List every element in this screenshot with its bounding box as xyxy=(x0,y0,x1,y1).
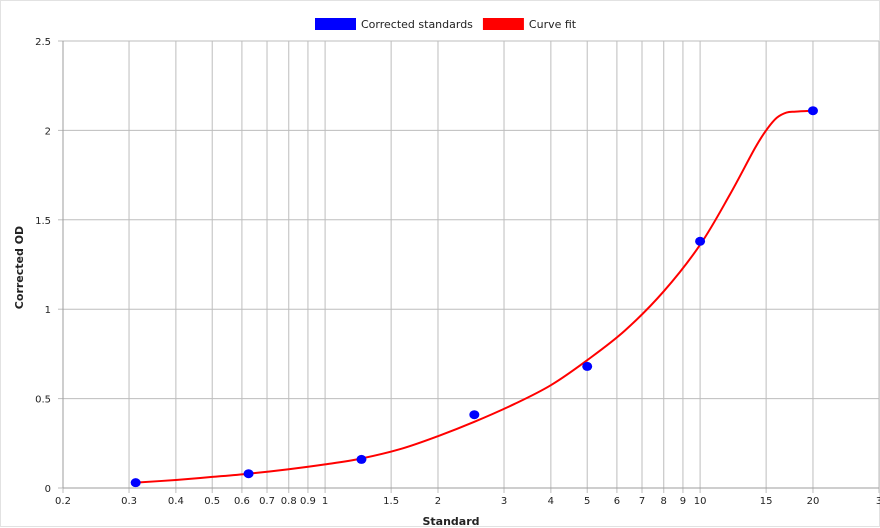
legend-swatch-corrected-standards[interactable] xyxy=(315,18,356,30)
y-tick-label: 0 xyxy=(45,484,51,495)
curve-fit-line xyxy=(135,109,814,484)
x-tick-label: 5 xyxy=(584,496,590,507)
y-tick-label: 2 xyxy=(45,126,51,137)
x-tick-label: 0.5 xyxy=(204,496,220,507)
x-tick-label: 4 xyxy=(548,496,554,507)
x-tick-label: 0.3 xyxy=(121,496,137,507)
x-tick-label: 0.8 xyxy=(281,496,297,507)
x-tick-label: 3 xyxy=(876,496,880,507)
standard-point xyxy=(356,454,367,464)
x-tick-label: 20 xyxy=(807,496,820,507)
x-axis-title: Standard xyxy=(422,515,479,528)
legend-label[interactable]: Curve fit xyxy=(529,18,577,31)
y-axis-title: Corrected OD xyxy=(13,226,26,309)
x-tick-label: 10 xyxy=(694,496,707,507)
standard-point xyxy=(582,361,593,371)
standard-point xyxy=(695,236,706,246)
standard-point xyxy=(130,478,141,488)
y-tick-label: 1.5 xyxy=(35,216,51,227)
x-tick-label: 15 xyxy=(760,496,773,507)
x-tick-label: 3 xyxy=(501,496,507,507)
x-tick-label: 1 xyxy=(322,496,328,507)
y-tick-label: 1 xyxy=(45,305,51,316)
x-tick-label: 9 xyxy=(680,496,686,507)
tick-labels: 0.2 0.3 0.4 0.5 0.6 0.7 0.8 0.9 1 1.5 2 3 4 5 6 7 8 9 10 15… xyxy=(35,37,880,507)
legend-swatch-curve-fit[interactable] xyxy=(482,18,524,30)
x-tick-label: 7 xyxy=(639,496,645,507)
standard-point xyxy=(807,106,818,116)
legend-label[interactable]: Corrected standards xyxy=(361,18,473,31)
x-tick-label: 0.9 xyxy=(300,496,316,507)
standard-point xyxy=(243,469,254,479)
x-tick-label: 2 xyxy=(435,496,441,507)
x-tick-label: 0.2 xyxy=(55,496,71,507)
y-tick-label: 2.5 xyxy=(35,37,51,48)
x-tick-label: 0.7 xyxy=(259,496,275,507)
axes xyxy=(62,41,879,489)
y-tick-label: 0.5 xyxy=(35,395,51,406)
x-tick-label: 8 xyxy=(661,496,667,507)
x-tick-label: 0.6 xyxy=(234,496,250,507)
x-tick-label: 0.4 xyxy=(168,496,184,507)
x-tick-label: 6 xyxy=(614,496,620,507)
series xyxy=(130,106,818,488)
legend[interactable]: Corrected standards Curve fit xyxy=(315,18,577,31)
standard-point xyxy=(469,410,480,420)
x-tick-label: 1.5 xyxy=(383,496,399,507)
